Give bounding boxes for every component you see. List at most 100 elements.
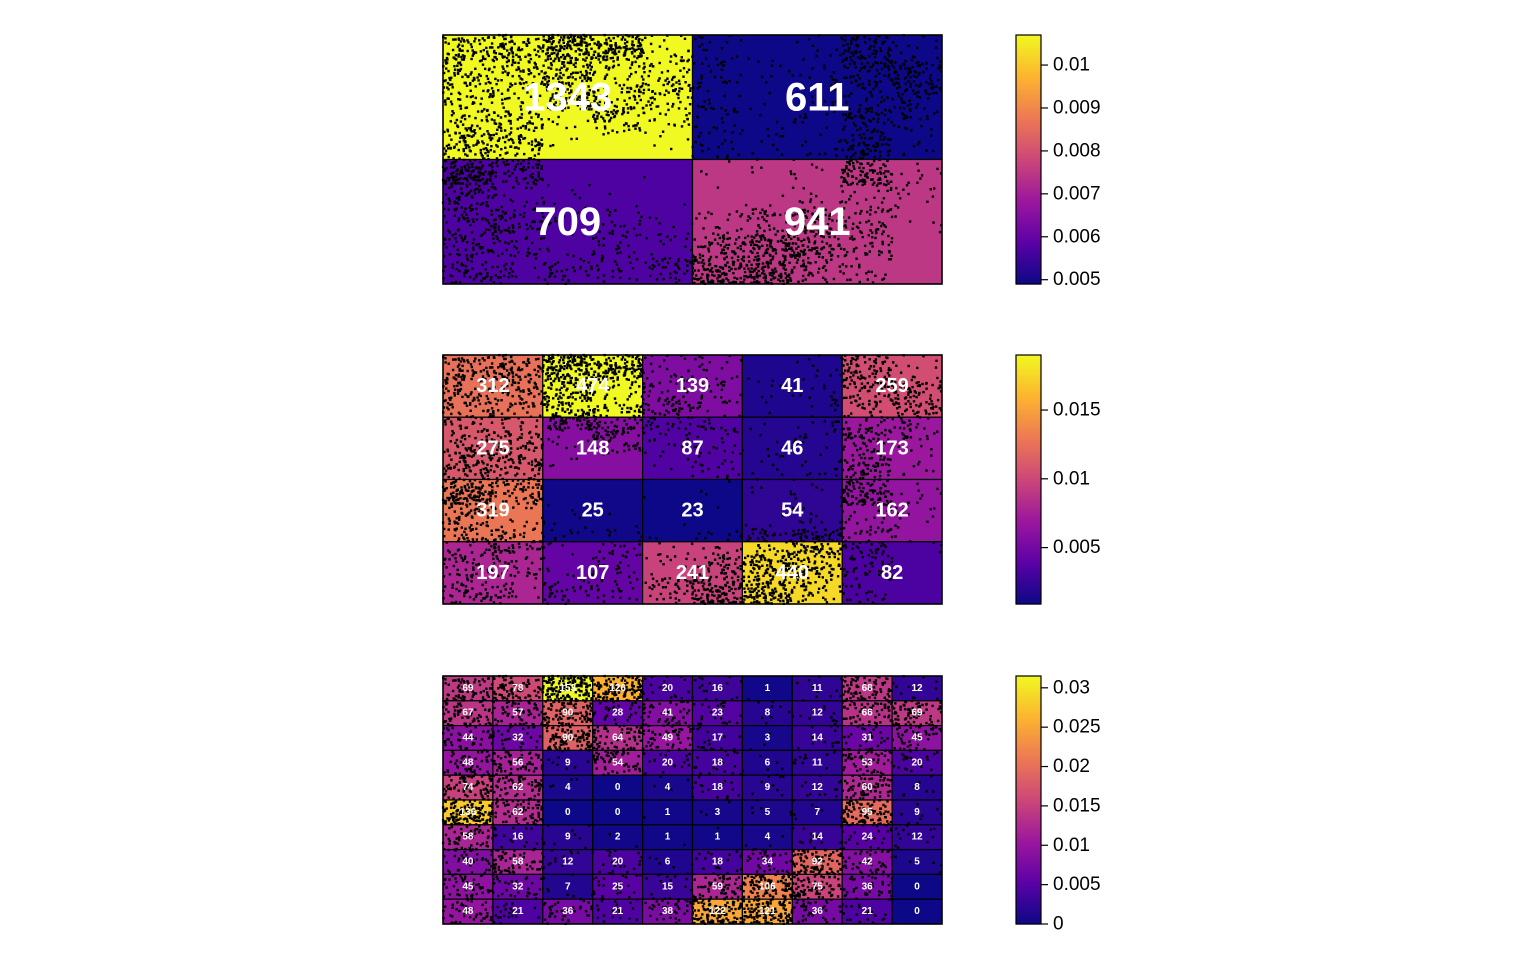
event-point xyxy=(461,136,465,139)
event-point xyxy=(442,71,446,75)
event-point xyxy=(463,376,466,379)
event-point xyxy=(736,110,739,114)
event-point xyxy=(696,115,699,119)
event-point xyxy=(771,214,774,217)
event-point xyxy=(475,252,478,256)
event-point xyxy=(534,63,537,66)
colorbar-tick-label: 0.006 xyxy=(1053,226,1101,247)
event-point xyxy=(872,87,875,91)
event-point xyxy=(868,367,871,370)
event-point xyxy=(530,116,533,119)
event-point xyxy=(528,252,531,255)
event-point xyxy=(462,149,465,153)
event-point xyxy=(604,127,607,130)
event-point xyxy=(567,360,570,364)
event-point xyxy=(721,142,724,145)
event-point xyxy=(688,83,691,87)
event-point xyxy=(810,249,813,252)
event-point xyxy=(759,236,762,239)
event-point xyxy=(551,272,554,275)
event-point xyxy=(554,425,557,428)
event-point xyxy=(471,102,474,105)
event-point xyxy=(912,400,916,403)
event-point xyxy=(592,89,595,92)
event-point xyxy=(839,247,843,250)
event-point xyxy=(500,53,503,56)
event-point xyxy=(535,99,539,102)
event-point xyxy=(603,397,607,400)
event-point xyxy=(858,370,862,374)
event-point xyxy=(614,209,617,212)
event-point xyxy=(679,59,683,62)
event-point xyxy=(492,414,495,417)
event-point xyxy=(619,225,622,228)
event-point xyxy=(611,270,615,273)
colorbar-band xyxy=(1016,171,1041,175)
event-point xyxy=(562,275,565,278)
event-point xyxy=(467,361,470,364)
event-point xyxy=(860,116,864,120)
event-point xyxy=(545,372,548,376)
event-point xyxy=(852,122,856,125)
event-point xyxy=(459,177,462,180)
event-point xyxy=(879,80,882,83)
colorbar-band xyxy=(1016,217,1041,221)
event-point xyxy=(583,354,587,358)
event-point xyxy=(503,140,507,144)
event-point xyxy=(640,395,644,398)
event-point xyxy=(810,272,813,275)
event-point xyxy=(600,259,604,263)
event-point xyxy=(532,129,536,132)
event-point xyxy=(841,216,845,219)
event-point xyxy=(908,220,912,223)
event-point xyxy=(905,127,908,130)
event-point xyxy=(474,85,477,88)
event-point xyxy=(865,220,868,224)
event-point xyxy=(474,176,477,179)
event-point xyxy=(887,380,891,383)
colorbar-band xyxy=(1016,261,1041,264)
event-point xyxy=(474,275,478,278)
event-point xyxy=(500,214,503,217)
event-point xyxy=(720,47,724,50)
event-point xyxy=(618,84,621,87)
event-point xyxy=(648,216,652,219)
event-point xyxy=(490,186,494,189)
event-point xyxy=(443,215,446,218)
event-point xyxy=(549,37,552,40)
event-point xyxy=(680,376,683,379)
event-point xyxy=(908,99,911,102)
event-point xyxy=(580,408,584,412)
event-point xyxy=(863,137,867,140)
event-point xyxy=(781,262,785,265)
event-point xyxy=(860,209,863,213)
event-point xyxy=(811,364,815,367)
event-point xyxy=(820,201,823,204)
event-point xyxy=(879,170,882,174)
event-point xyxy=(856,376,860,379)
event-point xyxy=(509,267,512,270)
event-point xyxy=(883,360,887,363)
event-point xyxy=(606,106,610,109)
event-point xyxy=(586,96,589,99)
event-point xyxy=(644,82,648,86)
event-point xyxy=(896,87,899,90)
event-point xyxy=(909,85,912,89)
event-point xyxy=(563,375,567,379)
event-point xyxy=(851,227,854,230)
event-point xyxy=(445,144,449,148)
event-point xyxy=(669,55,673,58)
event-point xyxy=(793,266,796,269)
event-point xyxy=(888,109,891,112)
event-point xyxy=(889,258,893,261)
event-point xyxy=(781,248,784,251)
event-point xyxy=(496,128,499,131)
event-point xyxy=(623,129,626,133)
event-point xyxy=(917,381,920,384)
event-point xyxy=(469,43,473,46)
event-point xyxy=(858,133,861,137)
event-point xyxy=(877,189,880,193)
event-point xyxy=(585,56,588,60)
event-point xyxy=(707,274,710,277)
event-point xyxy=(506,151,509,154)
